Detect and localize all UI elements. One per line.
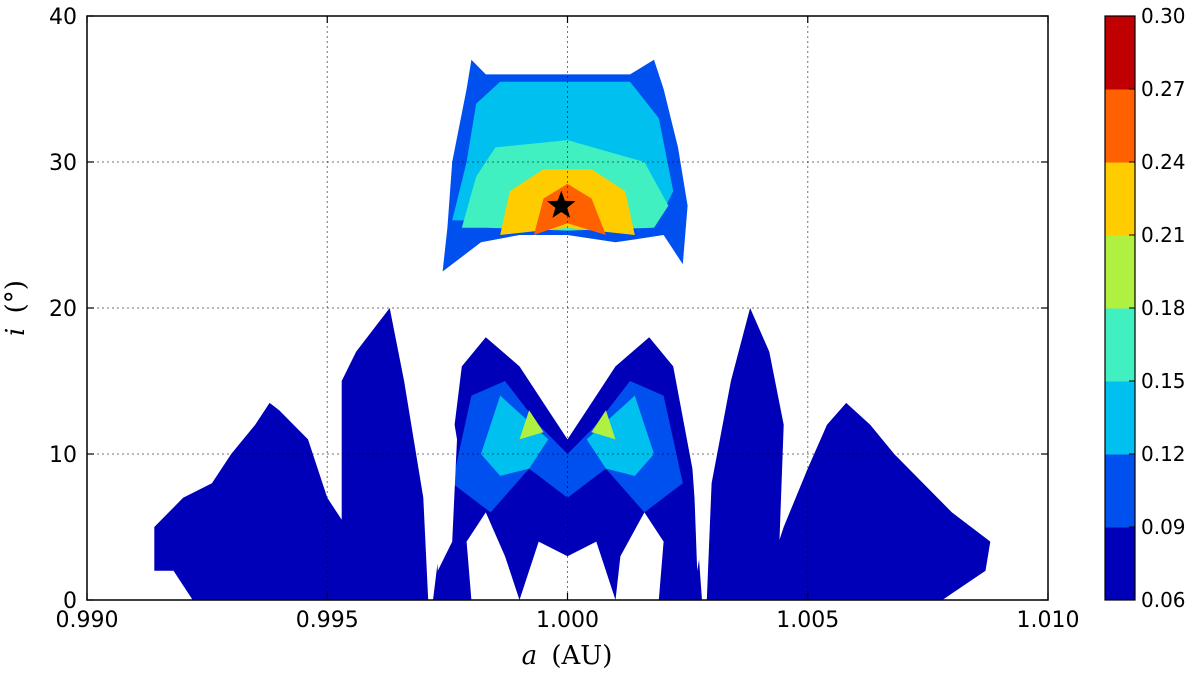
y-tick-label: 30 [49, 151, 77, 176]
colorbar-segment [1105, 16, 1135, 90]
star-marker [547, 190, 576, 218]
contour-region-upper-peak [533, 183, 606, 235]
colorbar-segment [1105, 308, 1135, 382]
contour-region-lower-right-hump [706, 308, 784, 600]
colorbar-label: 0.06 [1141, 588, 1186, 612]
colorbar-label: 0.15 [1141, 369, 1186, 393]
x-tick-label: 1.000 [536, 608, 599, 633]
x-axis-var: a [522, 641, 538, 671]
x-tick-label: 1.005 [776, 608, 839, 633]
contour-region-lower-center-e [591, 410, 616, 440]
y-axis-unit: (°) [1, 280, 31, 313]
contour-region-lower-center-d [519, 410, 544, 440]
y-axis-var: i [1, 328, 31, 336]
plot-area [86, 15, 1049, 601]
colorbar-segment [1105, 454, 1135, 528]
x-tick-label: 0.990 [56, 608, 119, 633]
colorbar-label: 0.24 [1141, 150, 1186, 174]
colorbar-label: 0.30 [1141, 4, 1186, 28]
contour-region-lower-right [759, 402, 991, 600]
contour-regions [154, 59, 991, 600]
contour-gap-2 [433, 351, 457, 571]
colorbar-label: 0.21 [1141, 223, 1186, 247]
colorbar-label: 0.12 [1141, 442, 1186, 466]
y-axis-label: i (°) [1, 280, 31, 336]
contour-gap-0 [466, 512, 520, 600]
colorbar-segment [1105, 381, 1135, 455]
colorbar-label: 0.27 [1141, 77, 1186, 101]
svg-text:i (°): i (°) [1, 280, 31, 336]
colorbar-label: 0.18 [1141, 296, 1186, 320]
colorbar-segment [1105, 162, 1135, 236]
svg-text:a (AU): a (AU) [522, 641, 613, 671]
marker-layer [547, 190, 576, 218]
x-ticks: 0.990 0.995 1.000 1.005 1.010 [56, 16, 1080, 633]
x-axis-label: a (AU) [522, 641, 613, 671]
contour-gap-3 [692, 351, 707, 571]
y-tick-label: 20 [49, 297, 77, 322]
contour-region-lower-center-b [481, 395, 549, 476]
y-ticks: 0 10 20 30 40 [49, 5, 1048, 614]
y-tick-label: 10 [49, 443, 77, 468]
contour-region-lower-left-hump [341, 308, 429, 600]
contour-holes [433, 351, 707, 600]
grid-lines [87, 16, 1048, 600]
contour-region-lower-center-c [586, 395, 654, 476]
x-tick-label: 0.995 [296, 608, 359, 633]
colorbar-segment [1105, 89, 1135, 163]
colorbar-label: 0.09 [1141, 515, 1186, 539]
x-axis-unit: (AU) [551, 641, 612, 671]
x-tick-label: 1.010 [1017, 608, 1080, 633]
contour-gap-1 [615, 512, 664, 600]
colorbar-segment [1105, 527, 1135, 601]
colorbar: 0.06 0.09 0.12 0.15 0.18 0.21 0.24 0.27 0.30 [1104, 4, 1186, 612]
y-tick-label: 40 [49, 5, 77, 30]
contour-region-lower-left [154, 402, 376, 600]
y-tick-label: 0 [63, 589, 77, 614]
colorbar-segment [1105, 235, 1135, 309]
